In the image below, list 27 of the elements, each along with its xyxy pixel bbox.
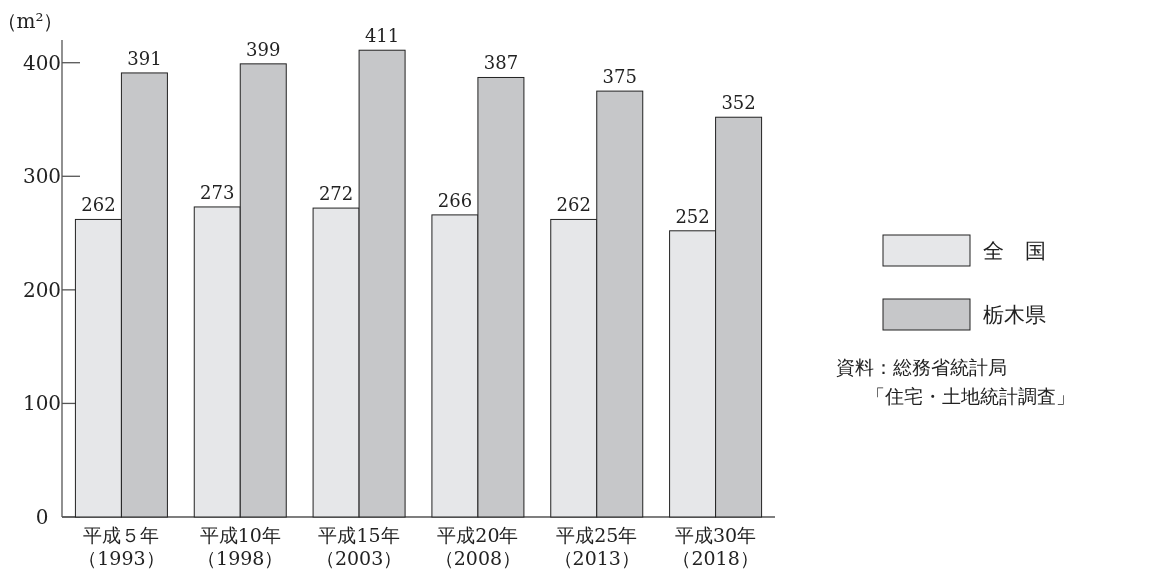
x-tick-label: 平成20年（2008） bbox=[434, 524, 522, 569]
y-tick-label: 300 bbox=[22, 164, 62, 189]
legend-label: 全 国 bbox=[983, 239, 1046, 263]
data-label: 262 bbox=[556, 194, 591, 216]
data-label: 399 bbox=[246, 38, 281, 60]
data-label: 262 bbox=[81, 194, 116, 216]
y-tick-label: 400 bbox=[22, 50, 62, 75]
x-tick-label: 平成25年（2013） bbox=[553, 524, 640, 569]
data-label: 375 bbox=[602, 66, 637, 88]
text: 資料：総務省統計局「住宅・土地統計調査」 bbox=[836, 356, 1075, 407]
data-label: 266 bbox=[437, 189, 473, 211]
y-tick-label: 100 bbox=[22, 391, 62, 416]
data-label: 387 bbox=[483, 52, 519, 74]
data-label: 273 bbox=[200, 181, 235, 203]
x-tick-label: 平成５年（1993） bbox=[78, 524, 165, 569]
data-label: 391 bbox=[127, 47, 162, 69]
x-tick-label: 平成30年（2018） bbox=[672, 524, 759, 569]
x-tick-label: 平成10年（1998） bbox=[197, 524, 284, 569]
data-label: 252 bbox=[675, 205, 710, 227]
x-tick-label: 平成15年（2003） bbox=[315, 524, 403, 569]
y-axis-title: （m²） bbox=[0, 9, 64, 33]
data-label: 411 bbox=[364, 25, 400, 47]
y-tick-label: 0 bbox=[35, 505, 49, 529]
y-tick-label: 200 bbox=[22, 277, 62, 302]
data-label: 352 bbox=[721, 92, 756, 114]
data-label: 272 bbox=[318, 183, 354, 205]
legend-label: 栃木県 bbox=[983, 303, 1046, 327]
